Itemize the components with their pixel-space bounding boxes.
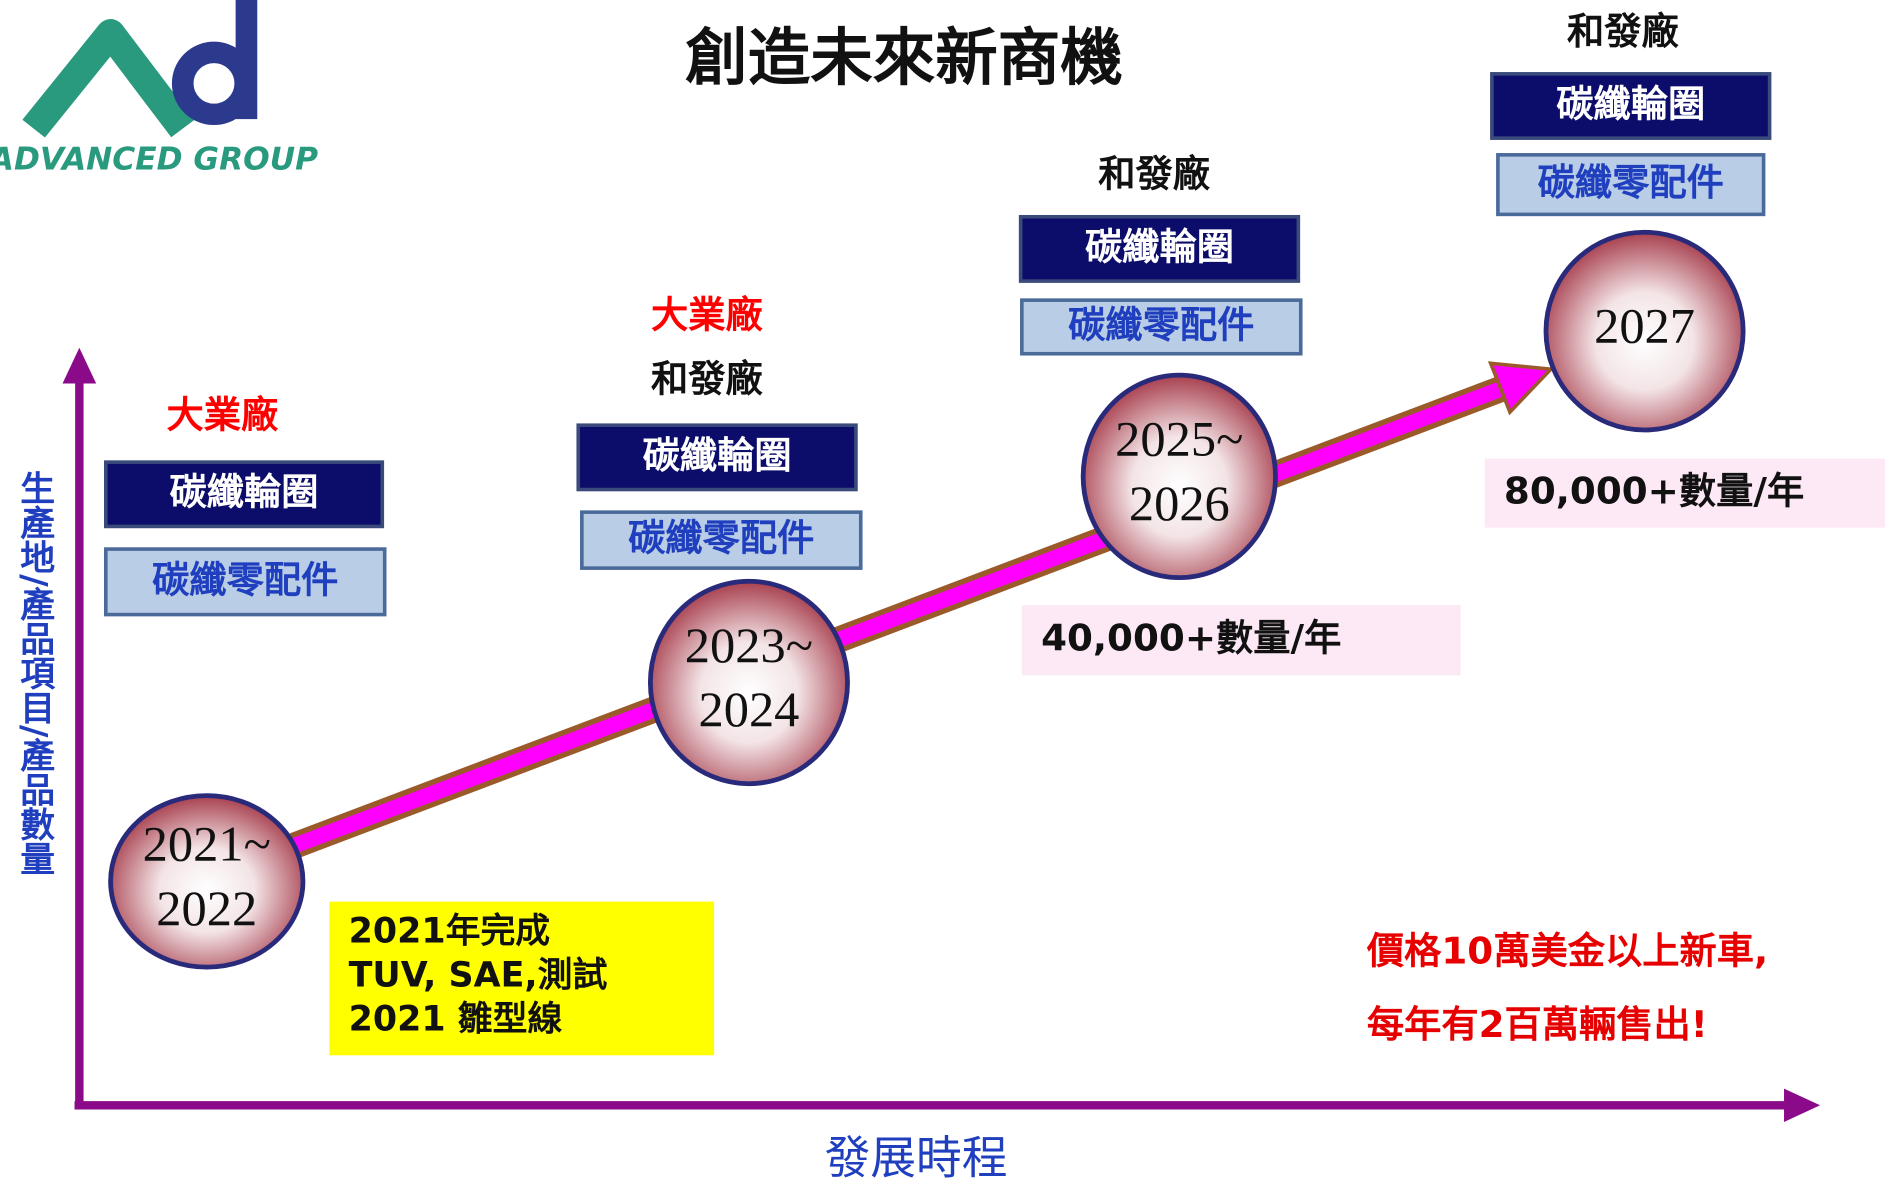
period-label: 2026 [1129, 475, 1230, 531]
period-label: 2027 [1594, 298, 1695, 354]
product-label: 碳纖零配件 [1538, 161, 1724, 204]
x-axis-label: 發展時程 [825, 1132, 1008, 1185]
period-circle [1080, 372, 1278, 581]
period-circle [108, 793, 306, 970]
product-box [103, 460, 385, 529]
market-note: 每年有2百萬輛售出! [1367, 1003, 1708, 1046]
product-label: 碳纖零配件 [628, 517, 814, 560]
x-axis-arrow [1784, 1088, 1821, 1122]
growth-arrow [291, 381, 1506, 853]
factory-label: 和發廠 [1567, 10, 1679, 53]
period-label: 2021~ [143, 816, 271, 872]
factory-label: 和發廠 [651, 358, 763, 401]
product-label: 碳纖輪圈 [1085, 226, 1234, 269]
product-label: 碳纖輪圈 [1556, 83, 1705, 126]
product-label: 碳纖零配件 [152, 558, 338, 601]
product-box [1020, 298, 1303, 356]
logo-mark [22, 19, 195, 138]
volume-label: 80,000+數量/年 [1504, 470, 1804, 513]
period-label: 2025~ [1115, 411, 1243, 467]
period-label: 2023~ [685, 617, 813, 673]
milestone-note: TUV, SAE,測試 [349, 956, 608, 996]
product-box [1490, 72, 1772, 140]
product-box [103, 547, 387, 617]
market-note: 價格10萬美金以上新車, [1366, 929, 1768, 972]
logo-text: ADVANCED GROUP [0, 142, 318, 178]
period-circle [1543, 229, 1746, 433]
factory-label: 大業廠 [167, 393, 279, 436]
y-axis-label: 生產地/產品項目/產品數量 [14, 470, 56, 876]
product-box [576, 423, 858, 492]
volume-box [1021, 605, 1461, 676]
product-label: 碳纖輪圈 [170, 471, 319, 514]
product-box [1018, 214, 1301, 283]
period-label: 2024 [698, 681, 799, 737]
product-label: 碳纖輪圈 [643, 434, 792, 477]
logo: ADVANCED GROUP [0, 0, 318, 178]
period-circle [647, 578, 850, 787]
factory-label: 大業廠 [651, 293, 763, 336]
title: 創造未來新商機 [685, 21, 1123, 94]
milestone-note: 2021 雛型線 [349, 1000, 563, 1040]
product-label: 碳纖零配件 [1068, 304, 1254, 347]
volume-box [1484, 458, 1885, 528]
milestone-note: 2021年完成 [349, 911, 551, 952]
factory-label: 和發廠 [1098, 153, 1210, 196]
milestone-box [329, 901, 715, 1056]
volume-label: 40,000+數量/年 [1041, 617, 1341, 660]
product-box [580, 510, 863, 570]
product-box [1496, 153, 1766, 217]
y-axis-arrow [62, 347, 97, 384]
period-label: 2022 [156, 880, 257, 936]
logo-mark [235, 0, 258, 120]
growth-arrow-head [1487, 361, 1555, 416]
